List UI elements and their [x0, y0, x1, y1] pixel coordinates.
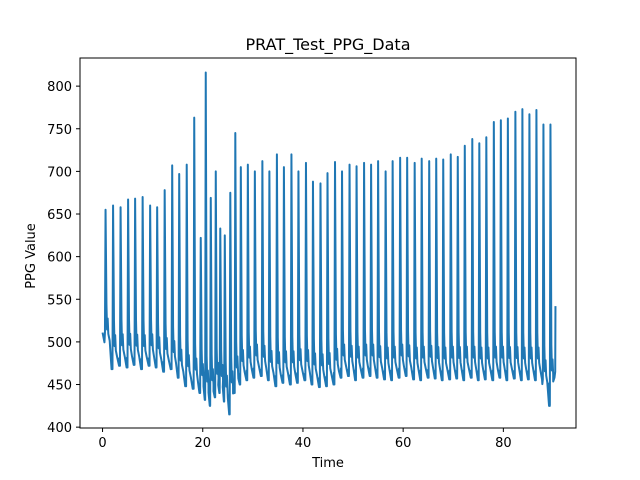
x-tick-label: 20 — [194, 436, 211, 451]
y-tick-label: 800 — [47, 80, 72, 95]
x-tick-label: 0 — [98, 436, 106, 451]
y-tick-label: 750 — [47, 123, 72, 138]
y-tick-label: 450 — [47, 379, 72, 394]
y-tick-label: 700 — [47, 165, 72, 180]
plot-layer — [101, 71, 557, 416]
chart-title: PRAT_Test_PPG_Data — [246, 35, 411, 55]
y-tick-label: 400 — [47, 421, 72, 436]
x-tick-label: 80 — [495, 436, 512, 451]
x-axis: 0 20 40 60 80 — [98, 428, 512, 451]
x-tick-label: 40 — [295, 436, 312, 451]
y-tick-label: 650 — [47, 208, 72, 223]
ppg-series-line — [101, 71, 557, 416]
plot-frame — [79, 57, 577, 429]
x-axis-label: Time — [311, 456, 344, 471]
y-tick-label: 600 — [47, 251, 72, 266]
y-axis: 400 450 500 550 600 650 700 750 800 — [47, 80, 80, 436]
y-tick-label: 500 — [47, 336, 72, 351]
y-tick-label: 550 — [47, 293, 72, 308]
y-axis-label: PPG Value — [24, 223, 39, 289]
x-tick-label: 60 — [395, 436, 412, 451]
